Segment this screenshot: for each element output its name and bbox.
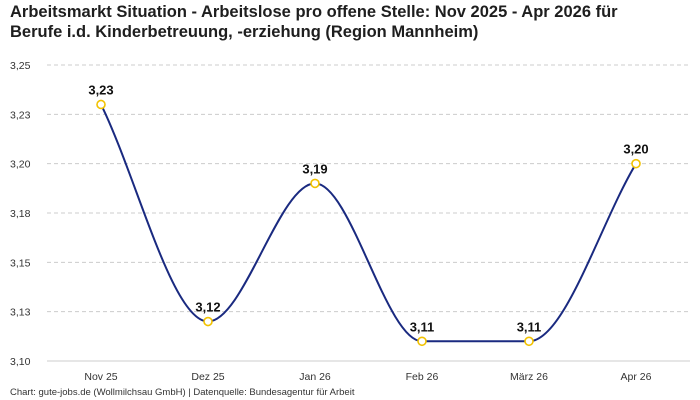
- x-tick-label: März 26: [510, 371, 548, 383]
- x-tick-label: Feb 26: [406, 371, 439, 383]
- data-label: 3,12: [195, 300, 220, 315]
- chart-title: Arbeitsmarkt Situation - Arbeitslose pro…: [10, 2, 690, 42]
- y-tick-label: 3,13: [10, 307, 31, 319]
- data-point: [96, 99, 106, 110]
- data-label: 3,20: [623, 142, 648, 157]
- data-point: [524, 336, 534, 347]
- data-point: [417, 336, 427, 347]
- data-label: 3,23: [88, 82, 113, 97]
- data-label: 3,11: [410, 319, 435, 334]
- data-point: [631, 158, 641, 169]
- chart-source-footer: Chart: gute-jobs.de (Wollmilchsau GmbH) …: [10, 387, 355, 398]
- series-line: [100, 104, 637, 343]
- x-tick-label: Jan 26: [299, 371, 331, 383]
- y-tick-label: 3,10: [10, 356, 31, 368]
- y-tick-label: 3,15: [10, 257, 31, 269]
- y-tick-label: 3,18: [10, 208, 31, 220]
- y-tick-label: 3,20: [10, 159, 31, 171]
- y-tick-label: 3,25: [10, 60, 31, 72]
- data-label: 3,11: [517, 319, 542, 334]
- data-point: [310, 178, 320, 189]
- data-label: 3,19: [302, 161, 327, 176]
- chart-title-line-1: Arbeitsmarkt Situation - Arbeitslose pro…: [10, 3, 618, 21]
- x-tick-label: Nov 25: [84, 371, 117, 383]
- x-tick-label: Apr 26: [621, 371, 652, 383]
- y-tick-label: 3,23: [10, 109, 31, 121]
- x-tick-label: Dez 25: [191, 371, 224, 383]
- chart-title-line-2: Berufe i.d. Kinderbetreuung, -erziehung …: [10, 23, 479, 41]
- data-point: [203, 316, 213, 327]
